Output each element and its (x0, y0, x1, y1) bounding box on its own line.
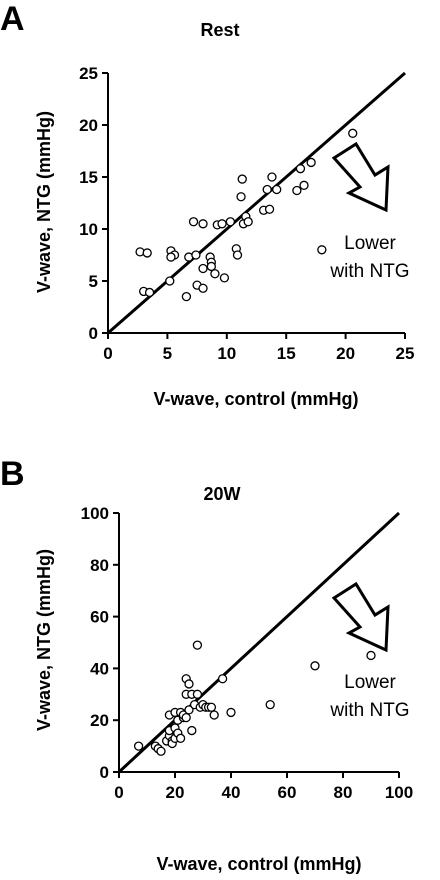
panel-label-b: B (0, 455, 25, 493)
plot-area-a: 0 5 10 15 20 25 0 5 10 15 20 25 (79, 64, 414, 363)
x-tick-label-a: 15 (277, 344, 296, 363)
data-point-a (264, 204, 275, 214)
data-point-a (236, 192, 246, 202)
x-tick-label-b: 20 (166, 783, 185, 802)
x-tick-label-a: 20 (336, 344, 355, 363)
data-point-a (262, 184, 272, 195)
identity-line-a (107, 71, 406, 335)
y-tick-label-a: 10 (79, 220, 98, 239)
data-point-a (188, 217, 199, 227)
data-point-a (299, 180, 309, 190)
data-point-a (306, 157, 316, 168)
x-tick-label-b: 80 (334, 783, 353, 802)
data-point-a (142, 248, 152, 258)
annotation-line2-b: with NTG (329, 700, 409, 721)
x-tick-label-b: 0 (114, 783, 123, 802)
data-point-a (144, 287, 155, 298)
data-point-a (206, 261, 217, 272)
y-tick-label-b: 20 (90, 711, 109, 730)
plot-area-b: 0 20 40 60 80 100 0 20 40 60 80 100 (81, 504, 414, 802)
data-point-b (156, 746, 166, 756)
y-tick-label-a: 0 (89, 324, 98, 343)
data-point-b (181, 712, 191, 723)
identity-line-b (117, 511, 401, 774)
annotation-line2-a: with NTG (329, 261, 409, 282)
y-tick-label-b: 80 (90, 556, 109, 575)
y-tick-label-b: 60 (90, 608, 109, 627)
y-tick-label-a: 15 (79, 168, 98, 187)
data-point-a (198, 263, 208, 274)
data-point-b (265, 700, 275, 710)
y-axis-label-b: V-wave, NTG (mmHg) (34, 549, 54, 731)
data-point-a (198, 219, 208, 229)
y-tick-label-a: 25 (79, 64, 98, 83)
data-point-a (232, 250, 243, 260)
data-point-a (217, 219, 227, 229)
data-point-a (165, 276, 175, 286)
data-point-a (166, 252, 176, 262)
data-point-a (317, 245, 327, 255)
y-axis-label-a: V-wave, NTG (mmHg) (34, 111, 54, 293)
data-point-b (206, 702, 217, 712)
arrow-icon-a (331, 141, 390, 213)
data-point-a (225, 217, 236, 227)
data-point-a (272, 184, 282, 195)
data-point-b (366, 650, 376, 661)
data-point-b (192, 689, 203, 699)
data-point-b (226, 707, 236, 718)
annotation-line1-b: Lower (344, 672, 396, 693)
data-point-a (348, 128, 358, 138)
data-point-b (184, 679, 194, 689)
data-point-b (209, 710, 219, 720)
data-point-b (184, 705, 194, 715)
data-point-b (192, 640, 203, 650)
panel-label-a: A (0, 0, 25, 38)
y-tick-label-a: 5 (89, 272, 98, 291)
data-point-a (237, 174, 247, 184)
y-tick-label-a: 20 (79, 116, 98, 135)
x-tick-label-a: 25 (396, 344, 415, 363)
chart-title-a: Rest (200, 20, 239, 40)
data-point-a (210, 269, 220, 279)
data-point-b (133, 741, 144, 751)
data-point-b (187, 725, 197, 736)
data-point-a (191, 250, 201, 260)
data-point-a (219, 273, 230, 283)
panel-a: A Rest V-wave, control (mmHg) V-wave, NT… (0, 0, 414, 409)
panel-b: B 20W V-wave, control (mmHg) V-wave, NTG… (0, 455, 413, 874)
y-tick-label-b: 100 (81, 504, 109, 523)
data-point-a (292, 185, 302, 196)
annotation-line1-a: Lower (344, 233, 396, 254)
y-tick-label-b: 40 (90, 659, 109, 678)
x-tick-label-b: 60 (278, 783, 297, 802)
data-point-b (217, 674, 228, 684)
data-point-a (181, 291, 192, 302)
x-axis-label-b: V-wave, control (mmHg) (156, 854, 361, 874)
x-tick-label-a: 5 (163, 344, 172, 363)
x-tick-label-b: 40 (222, 783, 241, 802)
data-point-a (267, 172, 277, 182)
y-tick-label-b: 0 (100, 763, 109, 782)
x-tick-label-b: 100 (385, 783, 413, 802)
x-axis-label-a: V-wave, control (mmHg) (153, 389, 358, 409)
x-tick-label-a: 10 (217, 344, 236, 363)
arrow-icon-b (331, 581, 390, 653)
data-point-b (175, 733, 186, 743)
data-point-a (295, 164, 306, 174)
data-point-a (243, 217, 253, 227)
x-tick-label-a: 0 (103, 344, 112, 363)
data-point-b (310, 661, 320, 671)
data-point-a (198, 283, 208, 293)
chart-title-b: 20W (203, 484, 240, 504)
